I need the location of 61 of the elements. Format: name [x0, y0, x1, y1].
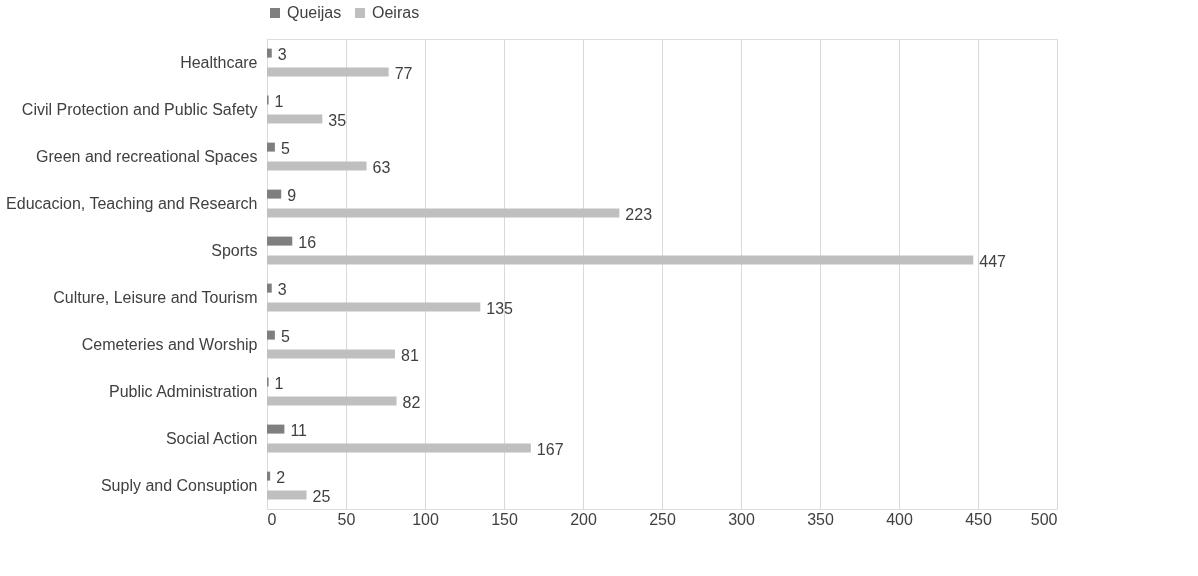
bar	[267, 283, 272, 293]
data-label: 2	[276, 469, 286, 487]
x-tick-label: 400	[886, 510, 913, 528]
data-label: 3	[277, 46, 287, 64]
bar	[267, 471, 271, 481]
bar	[267, 302, 481, 312]
y-tick-label: Green and recreational Spaces	[36, 147, 258, 165]
x-tick-label: 500	[1030, 510, 1058, 528]
data-label: 11	[290, 422, 308, 440]
bar	[267, 349, 395, 359]
y-tick-label: Healthcare	[180, 53, 258, 71]
x-tick-label: 300	[728, 510, 755, 528]
y-tick-label: Social Action	[165, 429, 258, 447]
y-tick-label: Civil Protection and Public Safety	[21, 100, 258, 118]
data-label: 135	[486, 299, 514, 317]
x-tick-label: 200	[570, 510, 597, 528]
data-label: 5	[280, 328, 290, 346]
bar	[267, 189, 282, 199]
data-label: 82	[402, 393, 421, 411]
bar	[267, 142, 275, 152]
data-label: 16	[298, 234, 317, 252]
data-label: 9	[287, 187, 297, 205]
data-label: 25	[312, 487, 331, 505]
y-tick-label: Culture, Leisure and Tourism	[53, 288, 258, 306]
y-tick-label: Suply and Consuption	[100, 476, 258, 494]
bar	[267, 161, 367, 171]
x-tick-label: 250	[649, 510, 676, 528]
data-label: 447	[979, 252, 1007, 270]
bar	[267, 114, 323, 124]
x-tick-label: 350	[807, 510, 834, 528]
y-tick-label: Cemeteries and Worship	[81, 335, 258, 353]
data-label: 223	[625, 205, 653, 223]
data-label: 3	[277, 281, 287, 299]
bar	[267, 67, 389, 77]
x-tick-label: 50	[337, 510, 356, 528]
bar	[267, 48, 272, 58]
bar	[267, 330, 275, 340]
data-label: 167	[536, 440, 564, 458]
y-tick-label: Educacion, Teaching and Research	[6, 194, 258, 212]
x-tick-label: 450	[965, 510, 992, 528]
y-tick-label: Public Administration	[108, 382, 258, 400]
legend-label: Queijas	[287, 4, 342, 21]
bar	[267, 236, 293, 246]
bar	[267, 443, 531, 453]
data-label: 35	[328, 111, 347, 129]
bar	[267, 396, 397, 406]
bar	[267, 424, 285, 434]
x-tick-label: 0	[267, 510, 277, 528]
data-label: 63	[372, 158, 391, 176]
bar	[267, 255, 974, 265]
bar	[267, 490, 307, 500]
data-label: 5	[280, 140, 290, 158]
data-label: 81	[400, 346, 419, 364]
bar	[267, 208, 620, 218]
y-tick-label: Sports	[211, 241, 258, 259]
data-label: 1	[274, 375, 284, 393]
data-label: 77	[394, 64, 413, 82]
x-tick-label: 150	[491, 510, 518, 528]
x-tick-label: 100	[412, 510, 439, 528]
legend-label: Oeiras	[372, 4, 420, 21]
data-label: 1	[274, 93, 284, 111]
